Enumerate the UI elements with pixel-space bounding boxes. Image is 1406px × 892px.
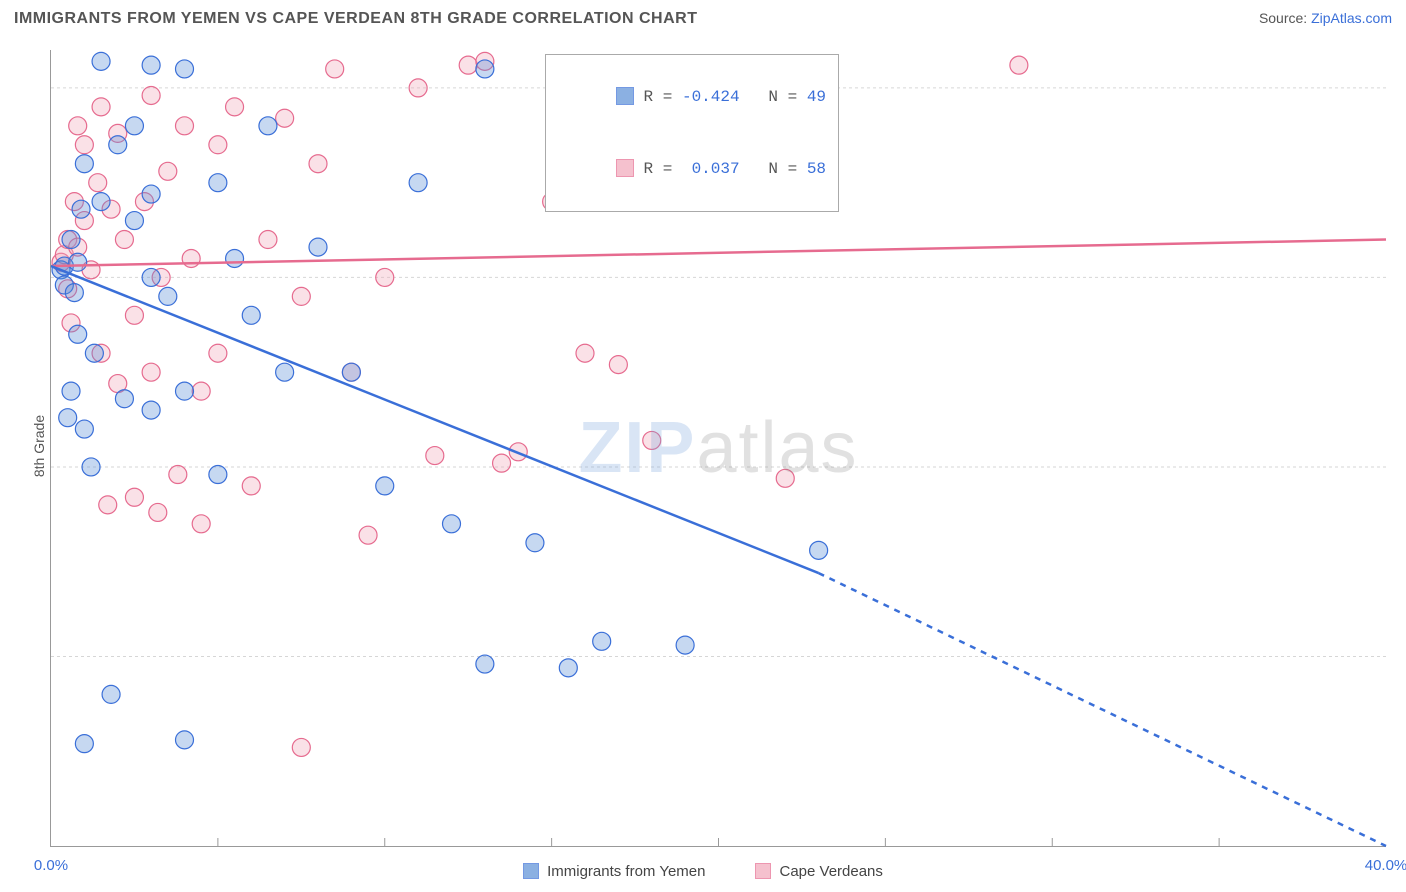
bottom-legend: Immigrants from Yemen Cape Verdeans: [0, 863, 1406, 880]
swatch-series1-icon: [616, 87, 634, 105]
source-link[interactable]: ZipAtlas.com: [1311, 10, 1392, 26]
legend-item-series2: Cape Verdeans: [755, 863, 882, 880]
swatch-series2-icon: [616, 159, 634, 177]
stats-row-series1: R = -0.424 N = 49: [558, 61, 826, 133]
header-bar: IMMIGRANTS FROM YEMEN VS CAPE VERDEAN 8T…: [0, 0, 1406, 40]
chart-plot-area: ZIPatlas R = -0.424 N = 49 R = 0.037 N =…: [50, 50, 1386, 847]
source-attribution: Source: ZipAtlas.com: [1259, 10, 1392, 26]
chart-title: IMMIGRANTS FROM YEMEN VS CAPE VERDEAN 8T…: [14, 10, 698, 28]
legend-swatch-series1-icon: [523, 863, 539, 879]
legend-item-series1: Immigrants from Yemen: [523, 863, 705, 880]
legend-swatch-series2-icon: [755, 863, 771, 879]
source-label: Source:: [1259, 10, 1307, 26]
correlation-stats-box: R = -0.424 N = 49 R = 0.037 N = 58: [545, 54, 839, 212]
y-axis-label: 8th Grade: [31, 415, 47, 477]
stats-row-series2: R = 0.037 N = 58: [558, 133, 826, 205]
